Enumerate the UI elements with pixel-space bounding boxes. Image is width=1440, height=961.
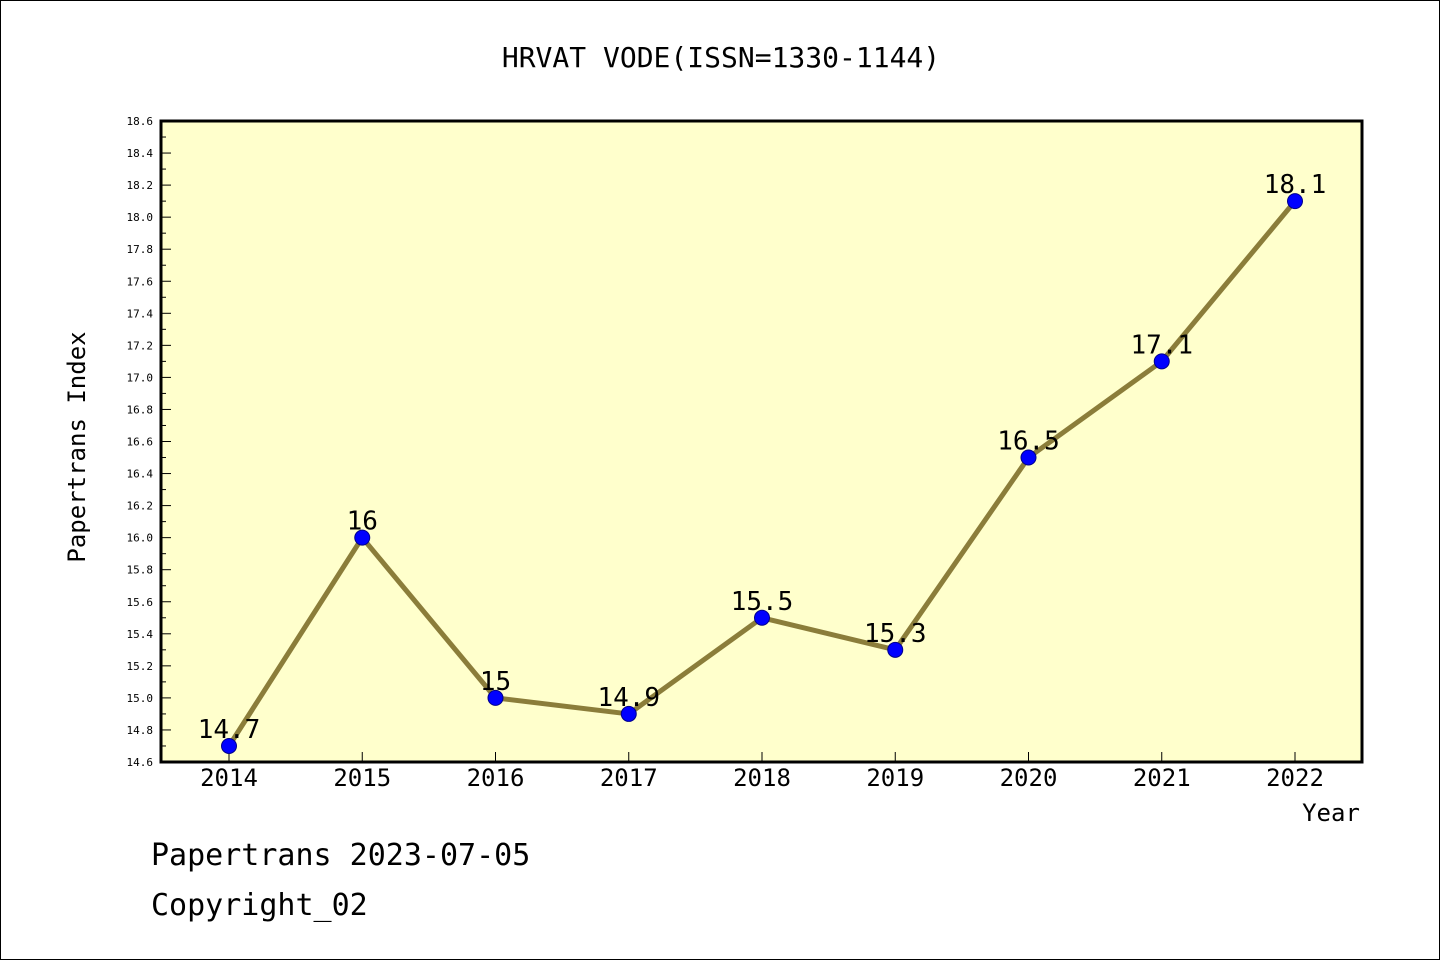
y-tick-label: 16.8 (127, 403, 154, 416)
y-tick-label: 17.2 (127, 339, 154, 352)
y-axis-label: Papertrans Index (63, 331, 91, 562)
data-label: 14.7 (198, 715, 261, 745)
x-tick-label: 2015 (333, 764, 391, 792)
x-axis-label: Year (1302, 799, 1360, 827)
data-point (354, 529, 371, 546)
y-tick-label: 18.6 (127, 115, 154, 128)
plot-border (159, 119, 1364, 764)
data-label: 15 (480, 667, 511, 697)
x-tick-label: 2022 (1266, 764, 1324, 792)
data-point (1287, 193, 1303, 210)
y-tick-label: 15.6 (127, 596, 154, 609)
data-label: 17.1 (1130, 330, 1193, 360)
y-tick-label: 15.8 (127, 564, 154, 577)
data-label: 16 (347, 507, 378, 537)
x-tick-label: 2020 (1000, 764, 1058, 792)
data-point (620, 705, 637, 722)
data-point (1153, 353, 1170, 370)
y-tick-label: 14.8 (127, 724, 154, 737)
y-tick-label: 15.2 (127, 660, 154, 673)
data-labels: 14.7 16 15 14.9 15.5 15.3 16.5 17.1 18.1 (198, 170, 1327, 745)
y-tick-label: 14.6 (127, 756, 154, 769)
data-point (887, 641, 904, 658)
chart-title: HRVAT VODE(ISSN=1330-1144) (502, 41, 940, 74)
y-tick-label: 16.2 (127, 500, 154, 513)
x-tick-label: 2016 (467, 764, 525, 792)
data-label: 16.5 (997, 427, 1060, 457)
x-tick-label: 2019 (866, 764, 924, 792)
footer-date: Papertrans 2023-07-05 (151, 838, 530, 873)
y-tick-label: 15.0 (127, 692, 154, 705)
y-tick-label: 17.0 (127, 371, 154, 384)
y-tick-label: 16.0 (127, 532, 154, 545)
data-point (221, 737, 237, 754)
x-tick-labels: 2014 2015 2016 2017 2018 2019 2020 2021 2022 (200, 764, 1324, 792)
y-tick-label: 18.0 (127, 211, 154, 224)
y-tick-label: 18.2 (127, 179, 154, 192)
x-tick-label: 2018 (733, 764, 791, 792)
footer-copyright: Copyright_02 (151, 888, 368, 923)
data-point (754, 609, 770, 626)
y-tick-label: 17.8 (127, 243, 154, 256)
y-tick-labels: 14.6 14.8 15.0 15.2 15.4 15.6 15.8 16.0 16.2 16.4… (127, 115, 154, 769)
y-tick-label: 18.4 (127, 147, 154, 160)
y-tick-label: 16.6 (127, 436, 154, 449)
x-tick-label: 2014 (200, 764, 258, 792)
data-point (1020, 449, 1037, 466)
data-label: 15.3 (864, 619, 927, 649)
plot-area (161, 121, 1362, 762)
data-label: 14.9 (597, 683, 660, 713)
series-markers (221, 193, 1303, 754)
x-tick-label: 2021 (1133, 764, 1191, 792)
y-tick-label: 17.6 (127, 275, 154, 288)
data-label: 15.5 (731, 587, 794, 617)
data-point (487, 689, 504, 706)
y-tick-label: 15.4 (127, 628, 154, 641)
y-tick-label: 16.4 (127, 468, 154, 481)
x-tick-label: 2017 (600, 764, 658, 792)
y-tick-label: 17.4 (127, 307, 154, 320)
data-label: 18.1 (1264, 170, 1327, 200)
